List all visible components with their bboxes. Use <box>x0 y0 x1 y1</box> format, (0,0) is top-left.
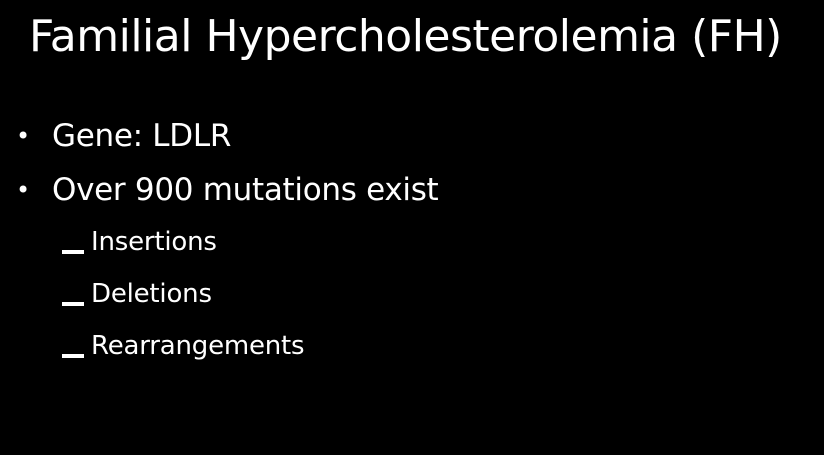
dash-icon <box>62 302 84 306</box>
slide-title: Familial Hypercholesterolemia (FH) <box>29 11 782 62</box>
sub-bullet-text: Insertions <box>91 227 217 257</box>
dash-icon <box>62 250 84 254</box>
dash-icon <box>62 354 84 358</box>
bullet-dot-icon: • <box>16 176 30 204</box>
bullet-text: Over 900 mutations exist <box>52 172 439 208</box>
sub-bullet-text: Rearrangements <box>91 331 305 361</box>
sub-bullet-text: Deletions <box>91 279 212 309</box>
bullet-dot-icon: • <box>16 122 30 150</box>
bullet-text: Gene: LDLR <box>52 118 232 154</box>
